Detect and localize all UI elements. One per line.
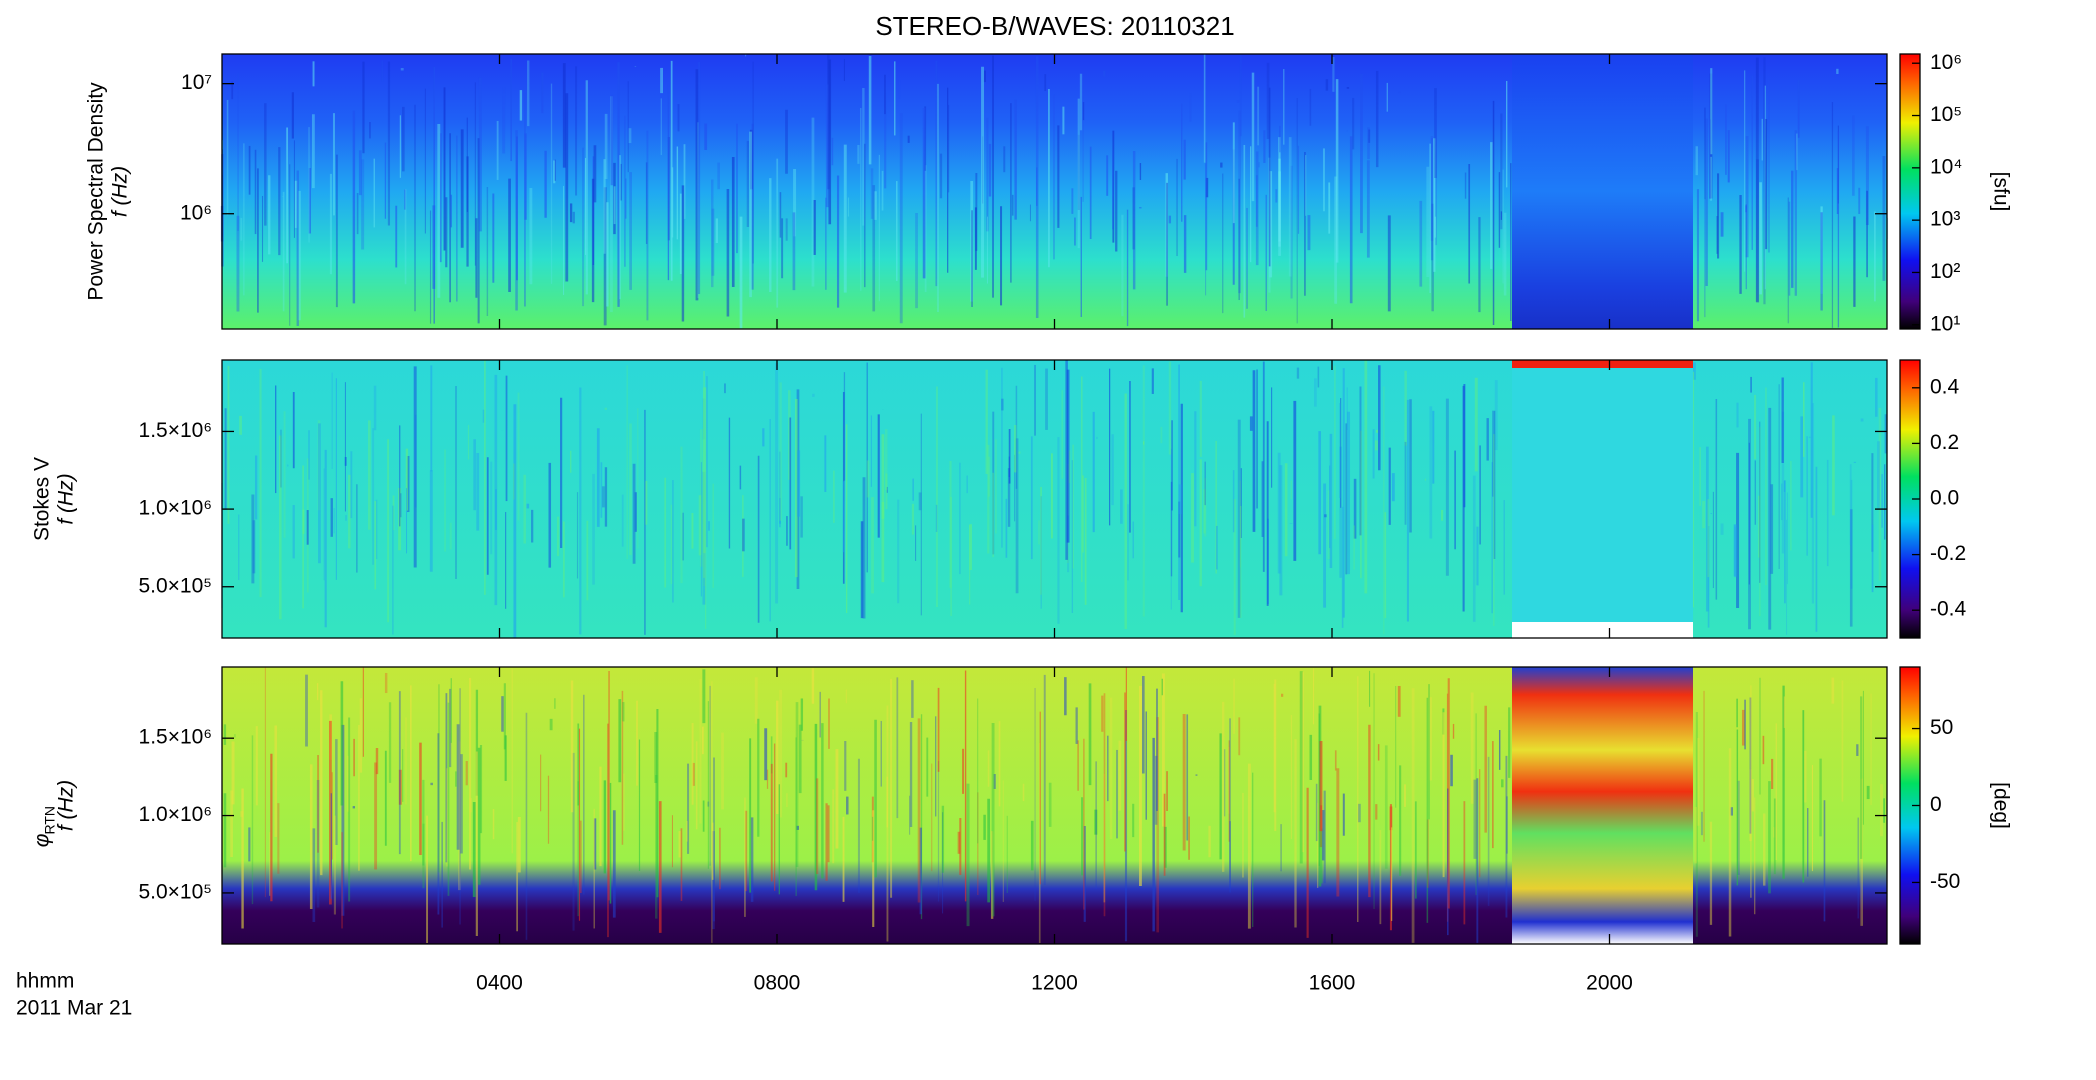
colorbar-tick-label: 0.0 — [1930, 487, 1959, 510]
colorbar-tick-label: 10¹ — [1930, 312, 1960, 335]
y-tick-label: 10⁶ — [180, 201, 212, 224]
y-axis-label: f (Hz) — [109, 166, 132, 217]
spectrogram-gap — [1512, 622, 1693, 638]
colorbar-tick-label: 50 — [1930, 716, 1953, 739]
y-tick-label: 1.5×10⁶ — [139, 726, 212, 749]
colorbar-tick-label: 10² — [1930, 260, 1960, 283]
colorbar-tick-label: 10⁴ — [1930, 155, 1962, 178]
x-tick-label: 1200 — [1031, 972, 1078, 995]
y-axis-label: Stokes V — [31, 457, 54, 541]
spectrogram-layer — [220, 54, 1889, 944]
x-tick-label: 0800 — [754, 972, 801, 995]
y-axis-label: RTN — [42, 806, 58, 835]
y-tick-label: 10⁷ — [181, 71, 212, 94]
spectrogram-gap — [1512, 667, 1693, 944]
x-tick-label: 0400 — [476, 972, 523, 995]
colorbar-tick-label: 0.4 — [1930, 375, 1960, 398]
x-tick-label: 1600 — [1309, 972, 1356, 995]
y-tick-label: 1.0×10⁶ — [139, 803, 212, 826]
y-tick-label: 1.0×10⁶ — [139, 497, 212, 520]
y-tick-label: 1.5×10⁶ — [139, 419, 212, 442]
colorbar-tick-label: 10⁵ — [1930, 103, 1962, 126]
colorbar-tick-label: -0.2 — [1930, 542, 1966, 565]
y-axis-label: f (Hz) — [55, 473, 78, 524]
x-axis-label: hhmm — [16, 970, 74, 993]
y-axis-label: Power Spectral Density — [85, 82, 108, 301]
colorbar-tick-label: 0 — [1930, 793, 1942, 816]
y-tick-label: 5.0×10⁵ — [138, 574, 212, 597]
colorbar-tick-label: 10⁶ — [1930, 51, 1962, 74]
colorbar-label: [sfu] — [1989, 172, 2012, 212]
colorbar-tick-label: 0.2 — [1930, 431, 1959, 454]
colorbar-label: [deg] — [1989, 782, 2012, 829]
spectrogram-gap — [1512, 54, 1693, 329]
x-axis-label: 2011 Mar 21 — [16, 997, 132, 1020]
spectrogram-gap — [1512, 360, 1693, 368]
y-axis-label: φ — [31, 833, 54, 847]
x-tick-label: 2000 — [1586, 972, 1633, 995]
colorbar-tick-label: -50 — [1930, 870, 1960, 893]
y-tick-label: 5.0×10⁵ — [138, 880, 212, 903]
chart-title: STEREO-B/WAVES: 20110321 — [875, 11, 1234, 41]
colorbar-tick-label: 10³ — [1930, 208, 1960, 231]
colorbar-tick-label: -0.4 — [1930, 598, 1967, 621]
spectrogram-gap — [1512, 360, 1693, 638]
y-axis-label: f (Hz) — [55, 780, 78, 831]
colorbar — [1899, 53, 1921, 330]
